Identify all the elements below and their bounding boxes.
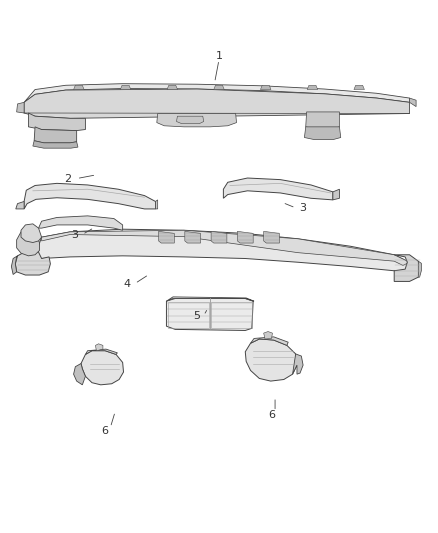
Polygon shape (34, 127, 77, 143)
Polygon shape (237, 231, 253, 243)
Text: 6: 6 (268, 410, 275, 419)
Polygon shape (354, 85, 364, 90)
Polygon shape (211, 231, 227, 243)
Polygon shape (394, 255, 420, 281)
Polygon shape (85, 349, 117, 354)
Polygon shape (293, 354, 303, 374)
Polygon shape (11, 256, 18, 274)
Polygon shape (223, 178, 333, 200)
Polygon shape (166, 297, 254, 301)
Polygon shape (264, 231, 279, 243)
Polygon shape (37, 229, 410, 272)
Text: 3: 3 (299, 203, 306, 213)
Polygon shape (214, 85, 224, 90)
Polygon shape (307, 85, 318, 90)
Polygon shape (16, 201, 24, 209)
Text: 4: 4 (124, 279, 131, 288)
Polygon shape (42, 230, 410, 265)
Text: 3: 3 (71, 230, 78, 239)
Polygon shape (306, 112, 339, 129)
Polygon shape (81, 351, 124, 385)
Polygon shape (261, 85, 271, 90)
Polygon shape (24, 183, 155, 209)
Polygon shape (28, 113, 85, 131)
Polygon shape (24, 84, 410, 102)
Polygon shape (17, 228, 39, 256)
Polygon shape (251, 337, 288, 345)
Polygon shape (155, 200, 158, 209)
Polygon shape (264, 332, 272, 339)
Text: 2: 2 (64, 174, 71, 183)
Polygon shape (74, 85, 84, 90)
Polygon shape (120, 85, 131, 90)
Polygon shape (304, 127, 341, 140)
Text: 6: 6 (102, 426, 109, 435)
Polygon shape (159, 231, 174, 243)
Text: 5: 5 (194, 311, 201, 320)
Polygon shape (157, 114, 237, 127)
Polygon shape (17, 102, 24, 113)
Polygon shape (418, 261, 421, 277)
Polygon shape (177, 116, 204, 124)
Polygon shape (21, 224, 42, 243)
Polygon shape (166, 298, 253, 330)
Polygon shape (39, 216, 123, 230)
Polygon shape (15, 249, 50, 275)
Text: 1: 1 (215, 51, 223, 61)
Polygon shape (33, 141, 78, 148)
Polygon shape (95, 344, 103, 351)
Polygon shape (24, 89, 410, 118)
Polygon shape (167, 85, 177, 90)
Polygon shape (333, 189, 339, 200)
Polygon shape (245, 339, 297, 381)
Polygon shape (185, 231, 201, 243)
Polygon shape (410, 98, 416, 107)
Polygon shape (74, 364, 85, 385)
